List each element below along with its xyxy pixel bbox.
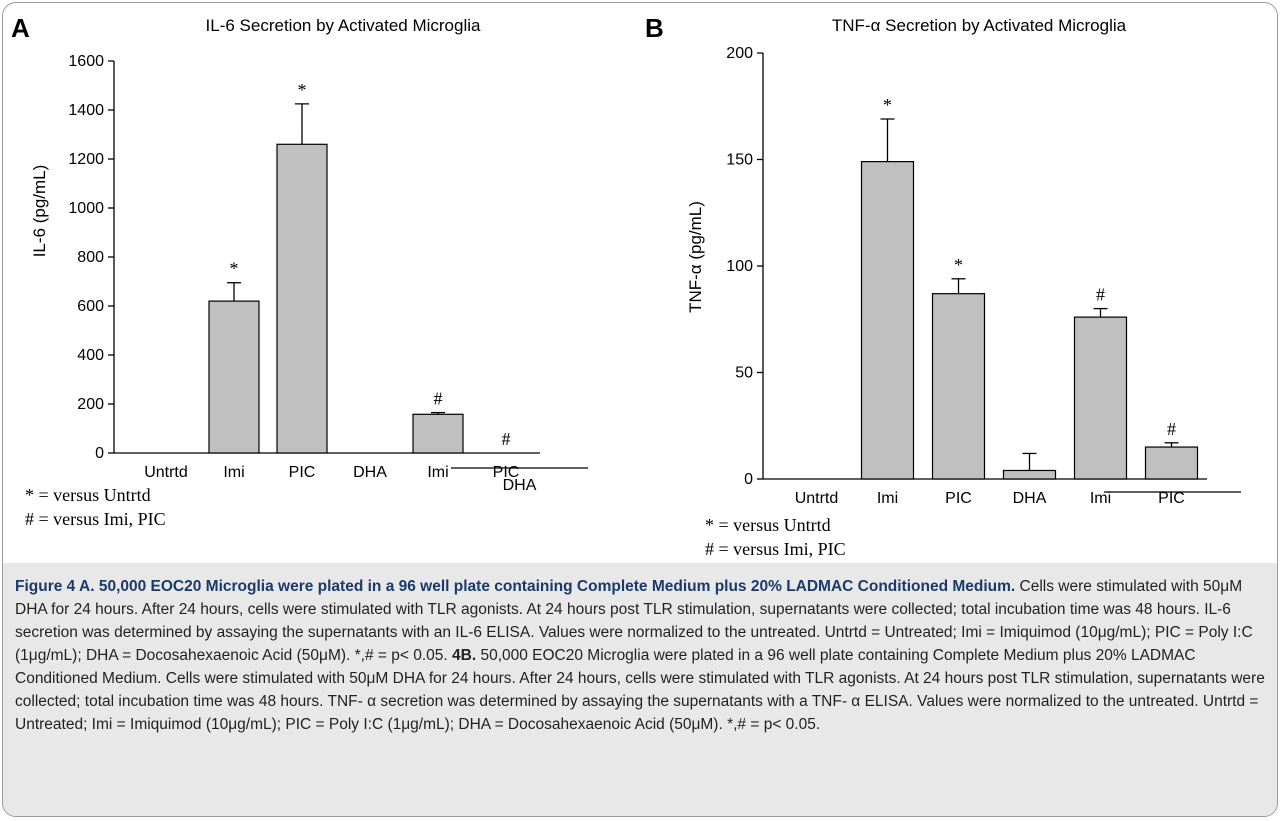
caption-text-b: 50,000 EOC20 Microglia were plated in a …: [15, 647, 1265, 733]
bar: [1002, 469, 1057, 480]
x-tick-label: DHA: [1013, 490, 1047, 503]
y-tick-label: 0: [744, 471, 753, 488]
x-tick-label: Imi: [223, 464, 244, 481]
panel-letter-b: B: [645, 13, 664, 43]
y-tick-label: 0: [95, 445, 104, 462]
x-tick-label: Imi: [1090, 490, 1111, 503]
caption-paragraph: Figure 4 A. 50,000 EOC20 Microglia were …: [15, 575, 1267, 736]
x-tick-label: Imi: [427, 464, 448, 481]
significance-marker: *: [298, 80, 307, 100]
caption-heading: Figure 4 A. 50,000 EOC20 Microglia were …: [15, 578, 1016, 595]
chart-title-b: TNF-α Secretion by Activated Microglia: [832, 16, 1127, 35]
bar: [860, 161, 915, 480]
group-label: DHA: [1156, 501, 1190, 503]
y-tick-label: 150: [726, 152, 753, 169]
y-tick-label: 400: [77, 347, 104, 364]
x-tick-label: DHA: [353, 464, 387, 481]
bar: [931, 293, 986, 480]
x-tick-label: Untrtd: [144, 464, 188, 481]
bar: [208, 300, 260, 454]
y-tick-label: 200: [77, 396, 104, 413]
x-tick-label: Imi: [877, 490, 898, 503]
x-tick-label: PIC: [289, 464, 316, 481]
significance-marker: *: [954, 255, 963, 275]
chart-panel-a: A IL-6 Secretion by Activated Microglia …: [11, 13, 588, 494]
x-tick-label: PIC: [945, 490, 972, 503]
y-tick-label: 50: [735, 365, 753, 382]
significance-marker: *: [230, 259, 239, 279]
figure-caption: Figure 4 A. 50,000 EOC20 Microglia were …: [3, 563, 1277, 816]
footnote-a-line1: * = versus Untrtd: [25, 485, 151, 505]
y-tick-label: 1600: [68, 53, 104, 70]
significance-marker: #: [502, 429, 511, 449]
footnote-b-line2: # = versus Imi, PIC: [705, 539, 846, 559]
y-tick-label: 100: [726, 258, 753, 275]
bar: [1073, 316, 1128, 480]
bar: [412, 413, 464, 454]
y-axis-label-b: TNF-α (pg/mL): [686, 201, 705, 313]
y-tick-label: 800: [77, 249, 104, 266]
chart-panel-b: B TNF-α Secretion by Activated Microglia…: [645, 13, 1241, 503]
x-tick-label: PIC: [1158, 490, 1185, 503]
y-tick-label: 1400: [68, 102, 104, 119]
caption-text-a: Cells were stimulated with 50μM DHA for …: [15, 578, 1253, 664]
y-tick-label: 600: [77, 298, 104, 315]
bar: [1144, 446, 1199, 480]
footnote-b-line1: * = versus Untrtd: [705, 515, 831, 535]
y-tick-label: 1000: [68, 200, 104, 217]
group-label: DHA: [503, 477, 537, 494]
caption-ref-4b: 4B.: [452, 647, 477, 664]
footnote-a-line2: # = versus Imi, PIC: [25, 509, 166, 529]
y-axis-label-a: IL-6 (pg/mL): [30, 165, 49, 258]
panel-letter-a: A: [11, 13, 30, 43]
significance-marker: #: [434, 389, 443, 409]
y-tick-label: 1200: [68, 151, 104, 168]
significance-marker: #: [1096, 285, 1105, 305]
plot-area-a: 0 200 400 600 800 1000 1200 1400 1600 Untrtd * Imi *…: [68, 53, 588, 494]
footnote-a: * = versus Untrtd # = versus Imi, PIC: [25, 483, 166, 531]
significance-marker: *: [883, 95, 892, 115]
bar: [276, 143, 328, 454]
chart-title-a: IL-6 Secretion by Activated Microglia: [206, 16, 482, 35]
significance-marker: #: [1167, 419, 1176, 439]
y-tick-label: 200: [726, 45, 753, 62]
x-tick-label: Untrtd: [795, 490, 839, 503]
footnote-b: * = versus Untrtd # = versus Imi, PIC: [705, 513, 846, 561]
